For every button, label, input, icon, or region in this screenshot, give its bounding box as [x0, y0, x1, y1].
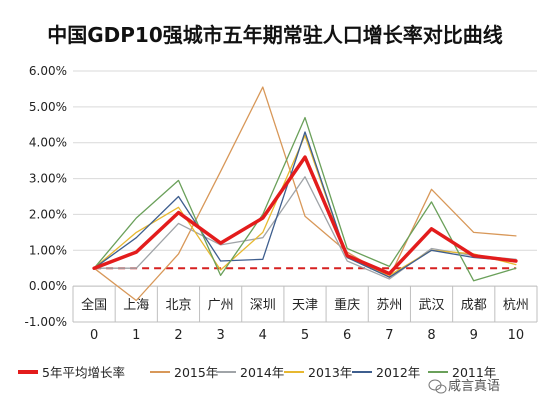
- legend: 5年平均增长率 2015年 2014年 2013年 2012年 2011年: [18, 365, 496, 380]
- legend-label: 2012年: [376, 365, 420, 380]
- legend-label: 2011年: [452, 365, 496, 380]
- watermark: 咸言真语: [428, 379, 500, 394]
- series-lines: [92, 86, 518, 302]
- category-label: 天津: [292, 298, 318, 313]
- axes: 6.00% 5.00% 4.00% 3.00% 2.00% 1.00% 0.00% -1.00…: [25, 64, 538, 343]
- x-tick-label: 2: [174, 328, 182, 343]
- category-label: 全国: [81, 297, 107, 313]
- y-tick-label: -1.00%: [25, 315, 67, 329]
- series-line: [93, 176, 517, 280]
- x-tick-label: 8: [427, 328, 435, 343]
- x-tick-label: 1: [132, 328, 140, 343]
- category-label: 苏州: [376, 297, 402, 313]
- series-line: [93, 134, 517, 277]
- chart-title: 中国GDP10强城市五年期常驻人口增长率对比曲线: [47, 23, 503, 47]
- legend-label: 2014年: [240, 365, 284, 380]
- category-label: 成都: [461, 298, 487, 313]
- y-tick-label: 0.00%: [29, 279, 67, 293]
- x-tick-label: 3: [216, 328, 224, 343]
- wechat-logo-icon: [428, 379, 447, 394]
- x-tick-label: 9: [470, 328, 478, 343]
- legend-label: 2013年: [308, 365, 352, 380]
- category-label: 深圳: [250, 298, 276, 313]
- y-tick-label: 3.00%: [29, 172, 67, 186]
- x-tick-label: 10: [508, 328, 525, 343]
- grid-lines: [73, 70, 537, 323]
- category-label: 杭州: [503, 298, 529, 313]
- y-tick-label: 4.00%: [29, 136, 67, 150]
- watermark-text: 咸言真语: [448, 379, 500, 394]
- series-line: [92, 155, 518, 276]
- x-tick-label: 7: [385, 328, 393, 343]
- series-line: [93, 86, 517, 302]
- y-tick-label: 6.00%: [29, 64, 67, 78]
- x-tick-label: 6: [343, 328, 351, 343]
- category-label: 北京: [165, 298, 191, 313]
- y-tick-label: 2.00%: [29, 207, 67, 221]
- category-label: 重庆: [334, 297, 360, 313]
- legend-label: 2015年: [174, 365, 218, 380]
- y-tick-label: 5.00%: [29, 100, 67, 114]
- legend-label: 5年平均增长率: [42, 365, 125, 380]
- series-line: [93, 131, 517, 278]
- x-tick-label: 0: [90, 328, 98, 343]
- series-line: [93, 116, 517, 282]
- x-tick-label: 5: [301, 328, 309, 343]
- y-tick-label: 1.00%: [29, 243, 67, 257]
- x-tick-label: 4: [259, 328, 267, 343]
- category-label: 广州: [208, 298, 234, 313]
- category-label: 上海: [123, 298, 149, 313]
- category-label: 武汉: [419, 298, 445, 313]
